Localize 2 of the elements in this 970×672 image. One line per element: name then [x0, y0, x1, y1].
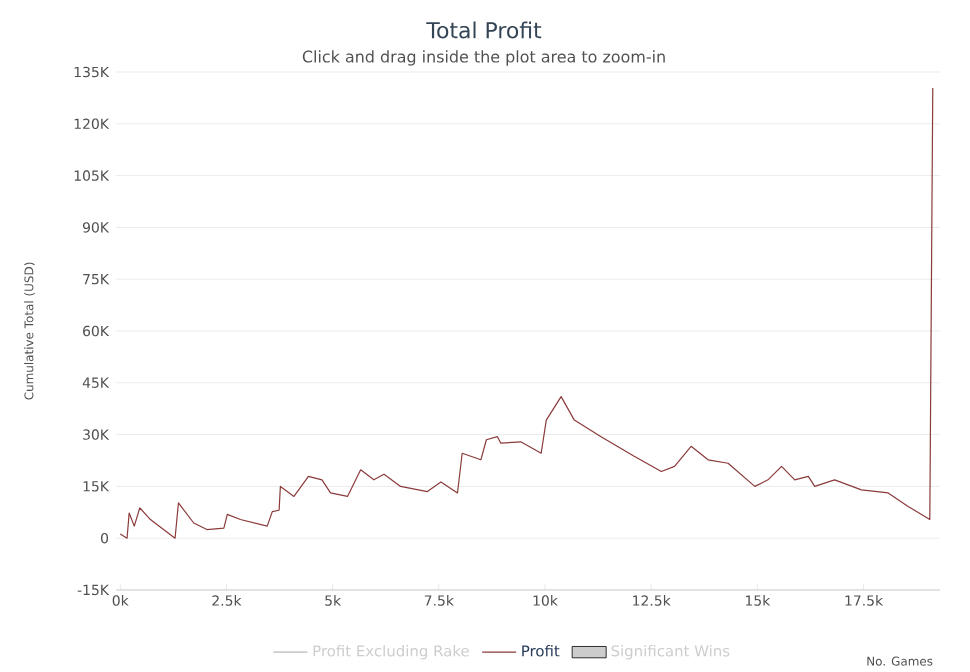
chart-title: Total Profit	[426, 21, 542, 39]
line-series	[119, 87, 934, 539]
